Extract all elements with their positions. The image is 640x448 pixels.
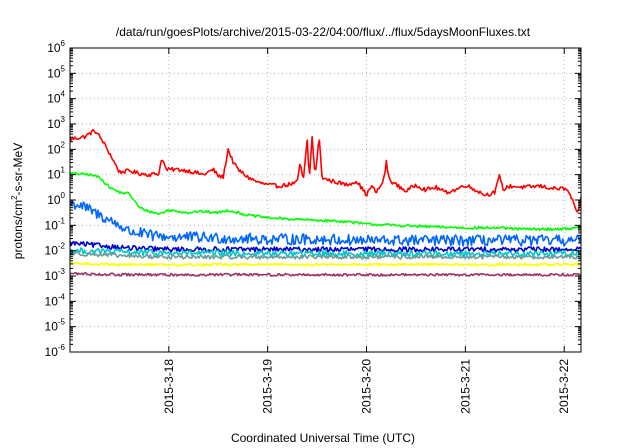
series-line-1 — [69, 128, 582, 213]
y-tick-base: 10 — [47, 168, 61, 182]
x-tick-label: 2015-3-22 — [557, 359, 571, 414]
x-tick-label: 2015-3-21 — [458, 359, 472, 414]
y-tick-base: 10 — [47, 66, 61, 80]
y-axis-label-sup: 2 — [10, 195, 19, 200]
series-line-3 — [69, 201, 582, 247]
x-axis-label: Coordinated Universal Time (UTC) — [231, 431, 415, 445]
y-tick-label: 106 — [47, 39, 65, 55]
y-tick-exp: -6 — [58, 343, 66, 352]
y-tick-label: 105 — [47, 64, 65, 80]
series-line-8 — [69, 271, 582, 277]
series-line-2 — [69, 171, 582, 232]
tick-marks — [70, 47, 581, 353]
y-tick-label: 10-3 — [45, 267, 66, 283]
x-tick-labels: 2015-3-18 2015-3-19 2015-3-20 2015-3-21 2015… — [162, 359, 571, 414]
y-tick-exp: -4 — [58, 292, 66, 301]
y-tick-exp: 4 — [61, 90, 66, 99]
y-tick-exp: 3 — [61, 115, 66, 124]
y-tick-base: 10 — [45, 269, 59, 283]
y-tick-base: 10 — [45, 218, 59, 232]
y-tick-label: 102 — [47, 140, 65, 156]
y-tick-exp: 0 — [61, 191, 66, 200]
y-tick-label: 10-4 — [45, 292, 66, 308]
series-line-5 — [69, 247, 582, 258]
y-tick-base: 10 — [47, 41, 61, 55]
y-tick-label: 10-6 — [45, 343, 66, 359]
y-tick-label: 103 — [47, 115, 65, 131]
y-tick-base: 10 — [47, 92, 61, 106]
y-axis-label-pre: protons/cm — [11, 200, 25, 259]
y-axis-label-post: -s-sr-MeV — [11, 143, 25, 196]
series-line-7 — [69, 261, 582, 267]
y-axis-label: protons/cm2-s-sr-MeV — [10, 143, 25, 259]
y-tick-label: 10-2 — [45, 242, 66, 258]
y-tick-label: 101 — [47, 166, 65, 182]
x-tick-label: 2015-3-19 — [261, 359, 275, 414]
y-tick-exp: -2 — [58, 242, 66, 251]
x-tick-label: 2015-3-18 — [162, 359, 176, 414]
y-tick-exp: -3 — [58, 267, 66, 276]
y-tick-base: 10 — [45, 345, 59, 359]
x-tick-label: 2015-3-20 — [360, 359, 374, 414]
y-tick-exp: 6 — [61, 39, 66, 48]
y-tick-exp: -5 — [58, 318, 66, 327]
y-tick-exp: 2 — [61, 140, 66, 149]
y-tick-exp: -1 — [58, 216, 66, 225]
y-tick-exp: 1 — [61, 166, 66, 175]
y-tick-label: 104 — [47, 90, 65, 106]
y-tick-base: 10 — [45, 294, 59, 308]
y-tick-base: 10 — [45, 320, 59, 334]
y-tick-base: 10 — [47, 117, 61, 131]
y-tick-base: 10 — [45, 244, 59, 258]
grid-lines — [70, 48, 581, 352]
y-tick-label: 10-1 — [45, 216, 66, 232]
y-tick-label: 100 — [47, 191, 65, 207]
series-line-6 — [69, 251, 582, 260]
y-tick-labels: 10-610-510-410-310-210-11001011021031041… — [45, 39, 66, 359]
y-tick-exp: 5 — [61, 64, 66, 73]
series-line-4 — [69, 240, 582, 253]
series-layer — [69, 128, 582, 277]
chart-title: /data/run/goesPlots/archive/2015-03-22/0… — [116, 25, 531, 39]
y-tick-base: 10 — [47, 193, 61, 207]
y-tick-base: 10 — [47, 142, 61, 156]
y-tick-label: 10-5 — [45, 318, 66, 334]
